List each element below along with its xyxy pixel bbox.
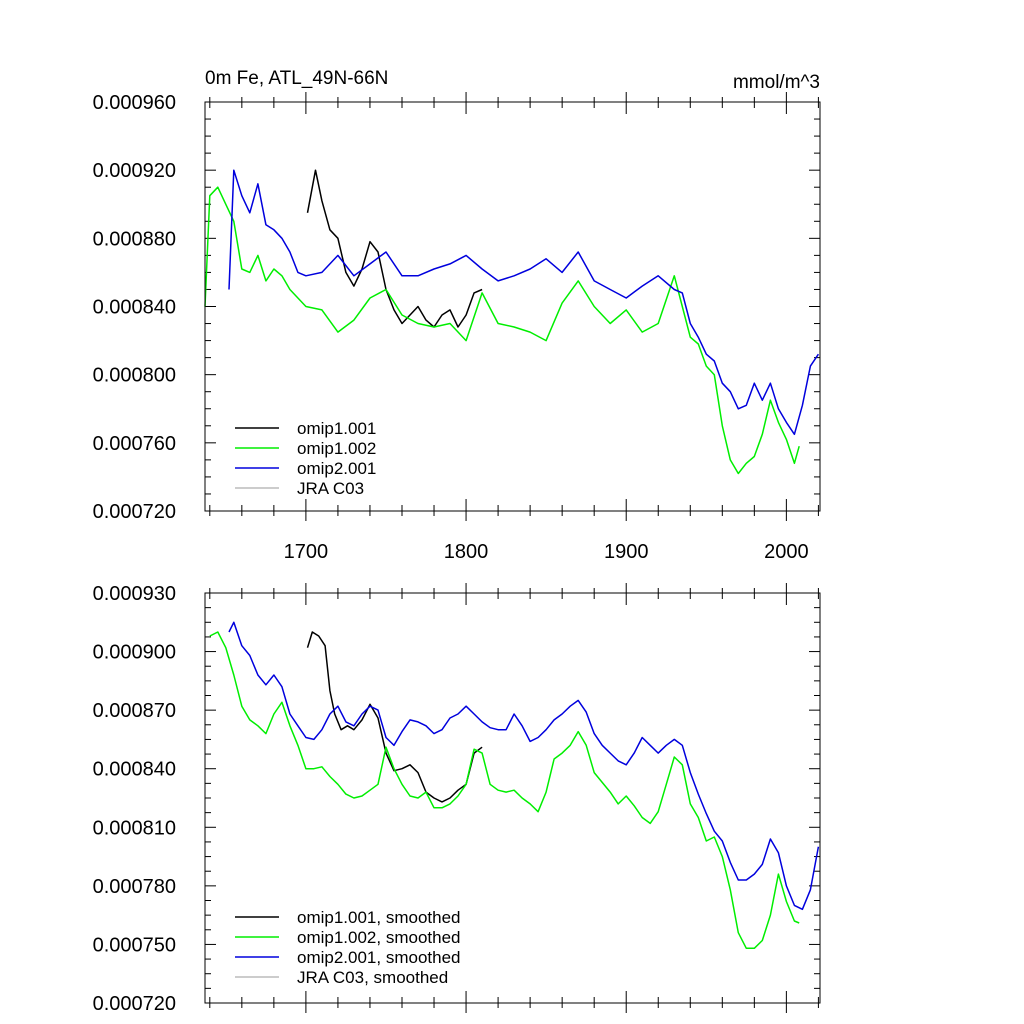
series-line-omip2-001-smoothed (228, 621, 820, 911)
panel-title: 0m Fe, ATL_49N-66N (205, 68, 388, 89)
legend-label: omip2.001, smoothed (297, 948, 461, 967)
y-tick-label: 0.000840 (93, 759, 176, 781)
y-tick-label: 0.000760 (93, 433, 176, 455)
series-line-omip1-001 (306, 169, 483, 328)
y-tick-label: 0.000720 (93, 993, 176, 1015)
y-tick-label: 0.000750 (93, 934, 176, 956)
series-lines (204, 169, 820, 475)
axis-ticks (205, 583, 820, 1013)
y-tick-label: 0.000800 (93, 365, 176, 387)
axis-ticks (205, 92, 820, 521)
legend-label: omip2.001 (297, 459, 376, 478)
x-tick-label: 1900 (604, 541, 649, 563)
legend-label: JRA C03, smoothed (297, 968, 448, 987)
legend-label: JRA C03 (297, 479, 364, 498)
series-lines (209, 621, 820, 950)
bottom-panel: 0.000720 0.000750 0.000780 0.000810 0.000840… (93, 583, 821, 1015)
plot-frame (204, 592, 821, 1004)
x-axis-tick-labels: 1700 1800 1900 2000 (284, 541, 809, 563)
plot-frame (204, 101, 821, 512)
series-line-omip1-002-smoothed (209, 631, 800, 950)
x-tick-label: 1800 (444, 541, 489, 563)
y-tick-label: 0.000900 (93, 642, 176, 664)
y-tick-label: 0.000880 (93, 228, 176, 250)
y-tick-label: 0.000930 (93, 583, 176, 605)
legend-label: omip1.001, smoothed (297, 908, 461, 927)
x-tick-label: 1700 (284, 541, 329, 563)
legend-label: omip1.002 (297, 439, 376, 458)
y-tick-label: 0.000840 (93, 297, 176, 319)
y-tick-label: 0.000810 (93, 817, 176, 839)
x-tick-label: 2000 (764, 541, 809, 563)
y-tick-label: 0.000870 (93, 700, 176, 722)
legend-label: omip1.001 (297, 419, 376, 438)
y-axis-tick-labels: 0.000720 0.000760 0.000800 0.000840 0.000880… (93, 92, 176, 523)
y-axis-tick-labels: 0.000720 0.000750 0.000780 0.000810 0.000840… (93, 583, 176, 1015)
y-tick-label: 0.000960 (93, 92, 176, 114)
series-line-omip2-001 (228, 169, 820, 436)
y-tick-label: 0.000720 (93, 501, 176, 523)
y-tick-label: 0.000920 (93, 160, 176, 182)
y-tick-label: 0.000780 (93, 876, 176, 898)
units-label: mmol/m^3 (733, 72, 820, 93)
legend-label: omip1.002, smoothed (297, 928, 461, 947)
top-panel: 0m Fe, ATL_49N-66N mmol/m^3 0.0007200.00… (93, 68, 821, 563)
series-line-omip1-001-smoothed (306, 631, 483, 803)
series-line-omip1-002 (204, 186, 800, 475)
